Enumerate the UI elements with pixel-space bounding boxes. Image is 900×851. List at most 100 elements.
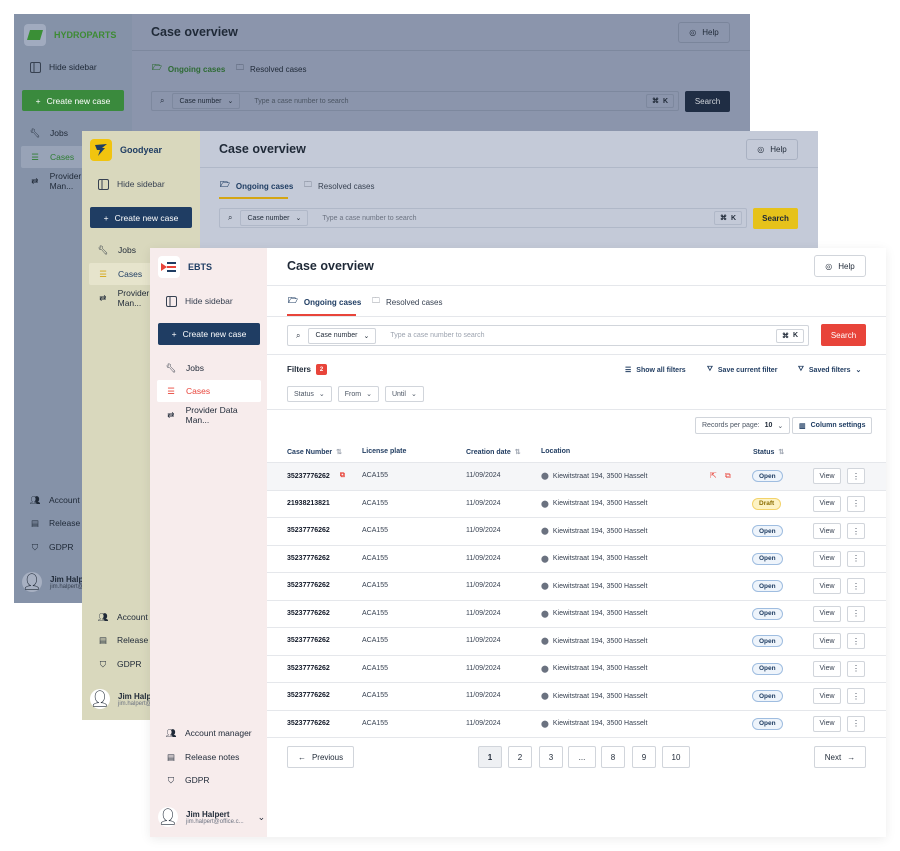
create-new-case-button[interactable]: + Create new case [158, 323, 260, 345]
tab-resolved-cases[interactable]: 🗀︎ Resolved cases [236, 62, 306, 76]
more-options-icon[interactable]: ⋮ [847, 715, 865, 732]
table-row[interactable]: 35237776262 ACA155 11/09/2024 ⬤ Kiewitstraat… [267, 544, 886, 573]
view-button[interactable]: View [813, 688, 841, 704]
nav-jobs-label: Jobs [186, 363, 204, 373]
search-button[interactable]: Search [685, 91, 730, 112]
hide-sidebar-button[interactable]: Hide sidebar [165, 295, 233, 307]
create-new-case-button[interactable]: + Create new case [90, 207, 192, 228]
active-tab-underline [219, 197, 288, 199]
page-button[interactable]: 8 [601, 746, 625, 768]
page-button[interactable]: 10 [662, 746, 690, 768]
search-type-select[interactable]: Case number ⌄ [172, 93, 241, 109]
column-settings-button[interactable]: ▥ Column settings [792, 417, 873, 434]
more-options-icon[interactable]: ⋮ [847, 660, 865, 677]
chevron-down-icon[interactable]: ⌄ [257, 811, 266, 822]
from-filter[interactable]: From ⌄ [337, 386, 379, 402]
page-button[interactable]: 1 [478, 746, 502, 768]
page-button[interactable]: 2 [508, 746, 532, 768]
more-options-icon[interactable]: ⋮ [847, 633, 865, 649]
nav-item-jobs[interactable]: 🔧︎ Jobs [157, 357, 261, 379]
table-row[interactable]: 35237776262 ACA155 11/09/2024 ⬤ Kiewitstraat… [267, 627, 886, 655]
records-per-page-select[interactable]: Records per page: 10 ⌄ [695, 417, 791, 434]
nav-item-jobs[interactable]: 🔧︎ Jobs [21, 122, 125, 144]
creation-date-cell: 11/09/2024 [466, 610, 501, 617]
external-link-icon[interactable]: ⇱ [710, 471, 717, 480]
page-button[interactable]: ... [568, 746, 596, 768]
hide-sidebar-button[interactable]: Hide sidebar [29, 61, 97, 73]
table-row[interactable]: 35237776262 ACA155 11/09/2024 ⬤ Kiewitstraat… [267, 599, 886, 628]
help-button[interactable]: ◎ Help [678, 22, 730, 43]
gdpr-link[interactable]: ⛉ GDPR [165, 774, 210, 786]
release-notes-link[interactable]: ▤ Release notes [97, 634, 171, 646]
user-menu[interactable]: 👤︎ Jim Halpert jim.halpert@office.c... [90, 689, 176, 709]
tab-ongoing-cases[interactable]: 🗁︎ Ongoing cases [220, 179, 293, 193]
copy-icon[interactable]: ⧉ [339, 472, 345, 479]
show-all-filters-button[interactable]: ☰ Show all filters [625, 366, 686, 375]
search-type-select[interactable]: Case number ⌄ [240, 210, 309, 226]
view-button[interactable]: View [813, 660, 841, 677]
save-current-filter-button[interactable]: ⛛ Save current filter [707, 366, 777, 374]
previous-page-button[interactable]: ← Previous [287, 746, 354, 768]
page-button[interactable]: 3 [539, 746, 563, 768]
account-manager-link[interactable]: 👥︎ Account manager [165, 727, 252, 739]
table-row[interactable]: 35237776262 ACA155 11/09/2024 ⬤ Kiewitstraat… [267, 682, 886, 710]
table-row[interactable]: 35237776262 ACA155 11/09/2024 ⬤ Kiewitstraat… [267, 709, 886, 738]
hide-sidebar-button[interactable]: Hide sidebar [97, 178, 165, 190]
nav-item-cases[interactable]: ☰ Cases [157, 380, 261, 402]
nav-item-provider-data[interactable]: ⇄ Provider Data Man... [89, 287, 193, 309]
table-row[interactable]: 35237776262 ACA155 11/09/2024 ⬤ Kiewitstraat… [267, 572, 886, 600]
tab-resolved-cases[interactable]: 🗀︎ Resolved cases [372, 295, 442, 309]
help-button[interactable]: ◎ Help [746, 139, 798, 160]
search-type-select[interactable]: Case number ⌄ [308, 327, 377, 344]
nav-item-provider-data[interactable]: ⇄ Provider Data Man... [21, 170, 125, 192]
user-menu[interactable]: 👤︎ Jim Halpert jim.halpert@office.c... ⌄ [158, 807, 265, 827]
search-input[interactable]: Type a case number to search [254, 97, 349, 105]
user-menu[interactable]: 👤︎ Jim Halpert jim.halpert@office.c... [22, 572, 108, 592]
column-header-creation-date[interactable]: Creation date ⇅ [466, 448, 521, 457]
more-options-icon[interactable]: ⋮ [847, 578, 865, 594]
view-button[interactable]: View [813, 550, 841, 567]
until-filter[interactable]: Until ⌄ [384, 386, 424, 402]
search-button[interactable]: Search [821, 324, 866, 346]
nav-item-provider-data[interactable]: ⇄ Provider Data Man... [157, 404, 261, 426]
table-row[interactable]: 35237776262 ACA155 11/09/2024 ⬤ Kiewitstraat… [267, 517, 886, 545]
view-button[interactable]: View [813, 468, 841, 484]
view-button[interactable]: View [813, 715, 841, 732]
search-input[interactable]: Type a case number to search [390, 332, 485, 339]
more-options-icon[interactable]: ⋮ [847, 688, 865, 704]
gdpr-link[interactable]: ⛉ GDPR [97, 658, 142, 670]
gdpr-link[interactable]: ⛉ GDPR [29, 541, 74, 553]
view-button[interactable]: View [813, 578, 841, 594]
saved-filters-dropdown[interactable]: ⛛ Saved filters ⌄ [798, 366, 861, 374]
more-options-icon[interactable]: ⋮ [847, 468, 865, 484]
tab-ongoing-cases[interactable]: 🗁︎ Ongoing cases [288, 295, 361, 309]
status-filter[interactable]: Status ⌄ [287, 386, 332, 402]
view-button[interactable]: View [813, 523, 841, 539]
column-header-status[interactable]: Status ⇅ [753, 448, 784, 457]
table-row[interactable]: 35237776262 ⧉ ACA155 11/09/2024 ⬤ Kiewitstraa… [267, 462, 886, 490]
more-options-icon[interactable]: ⋮ [847, 523, 865, 539]
search-button[interactable]: Search [753, 208, 798, 229]
page-button[interactable]: 9 [632, 746, 656, 768]
table-row[interactable]: 21938213821 ACA155 11/09/2024 ⬤ Kiewitstraat… [267, 489, 886, 518]
view-button[interactable]: View [813, 633, 841, 649]
hide-sidebar-label: Hide sidebar [185, 296, 233, 306]
release-notes-link[interactable]: ▤ Release notes [29, 517, 103, 529]
more-options-icon[interactable]: ⋮ [847, 550, 865, 567]
table-row[interactable]: 35237776262 ACA155 11/09/2024 ⬤ Kiewitstraat… [267, 654, 886, 683]
tab-resolved-cases[interactable]: 🗀︎ Resolved cases [304, 179, 374, 193]
create-new-case-button[interactable]: + Create new case [22, 90, 124, 111]
copy-location-icon[interactable]: ⧉ [725, 471, 731, 480]
column-header-case-number[interactable]: Case Number ⇅ [287, 448, 342, 457]
release-notes-link[interactable]: ▤ Release notes [165, 751, 239, 763]
view-button[interactable]: View [813, 605, 841, 622]
help-button[interactable]: ◎ Help [814, 255, 866, 277]
more-options-icon[interactable]: ⋮ [847, 495, 865, 512]
tab-ongoing-cases[interactable]: 🗁︎ Ongoing cases [152, 62, 225, 76]
next-page-button[interactable]: Next → [814, 746, 866, 768]
view-button[interactable]: View [813, 495, 841, 512]
nav-item-jobs[interactable]: 🔧︎ Jobs [89, 239, 193, 261]
release-notes-label: Release notes [49, 518, 104, 528]
search-input[interactable]: Type a case number to search [322, 214, 417, 222]
more-options-icon[interactable]: ⋮ [847, 605, 865, 622]
